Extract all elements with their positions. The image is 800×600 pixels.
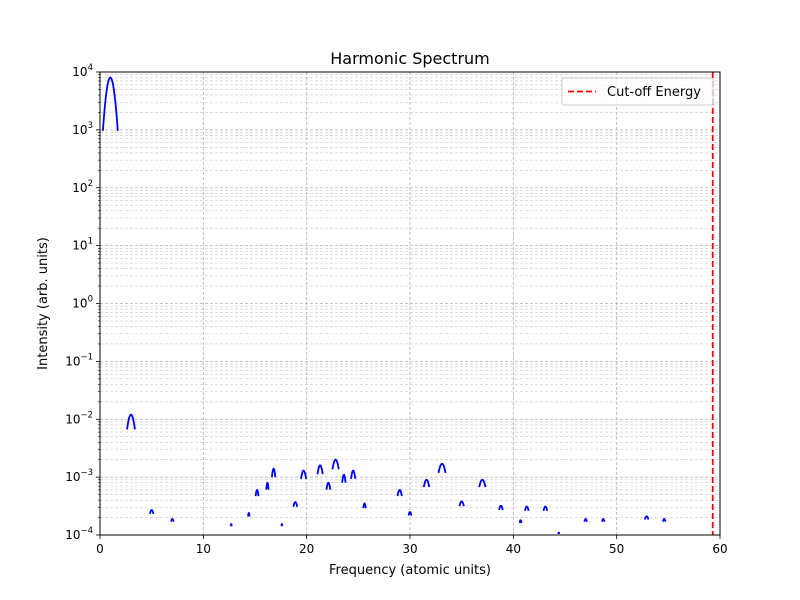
x-axis-label: Frequency (atomic units) (329, 563, 491, 578)
spectrum-peak (341, 473, 347, 483)
y-tick-label: 100 (72, 295, 93, 311)
spectrum-peak (542, 505, 549, 512)
x-tick-label: 10 (196, 542, 211, 556)
y-tick-label: 10−4 (65, 526, 93, 542)
y-tick-label: 104 (72, 63, 93, 79)
legend-box (561, 77, 714, 106)
spectrum-peak (518, 519, 523, 524)
spectrum-peak (316, 464, 324, 475)
spectrum-peak (524, 505, 530, 512)
spectrum-peak (101, 76, 119, 131)
x-tick-label: 30 (402, 542, 417, 556)
y-tick-label: 10−3 (65, 468, 93, 484)
x-tick-label: 50 (609, 542, 624, 556)
spectrum-peak (292, 501, 299, 508)
y-tick-label: 10−2 (65, 410, 93, 426)
spectrum-peak (557, 531, 561, 535)
spectrum-peak (362, 502, 367, 509)
legend: Cut-off Energy (561, 77, 714, 106)
tick-layer: 0 10 20 30 40 50 60 10−4 10−3 10−2 10−1 100 101 102 10… (65, 63, 727, 556)
spectrum-peak (422, 478, 431, 488)
spectrum-peak (643, 515, 650, 521)
x-tick-label: 20 (299, 542, 314, 556)
spectrum-peak (170, 517, 175, 523)
spectrum-peak (325, 481, 332, 490)
spectrum-peak (396, 489, 403, 497)
spectrum-peak (149, 509, 155, 515)
y-tick-label: 103 (72, 121, 93, 137)
y-tick-label: 101 (72, 237, 93, 253)
spectrum-peak (270, 467, 277, 478)
spectrum-peak (331, 458, 340, 470)
spectrum-peak (498, 504, 504, 511)
spectrum-peak (478, 478, 487, 488)
spectrum-peak (407, 511, 413, 517)
chart-title: Harmonic Spectrum (330, 49, 490, 68)
spectrum-peak (601, 517, 606, 523)
spectrum-peak (280, 523, 284, 527)
spectrum-peak (254, 489, 260, 497)
spectrum-peak (662, 517, 667, 523)
spectrum-peak (300, 469, 307, 480)
x-tick-label: 40 (506, 542, 521, 556)
spectrum-peak (126, 413, 136, 430)
x-tick-label: 0 (96, 542, 104, 556)
y-tick-label: 10−1 (65, 352, 93, 368)
spectrum-peak (583, 517, 588, 523)
spectrum-peak (437, 462, 447, 474)
plot-layer (101, 72, 714, 535)
y-tick-label: 102 (72, 179, 93, 195)
spectrum-peak (458, 500, 465, 507)
spectrum-peak (247, 512, 251, 518)
spectrum-peak (350, 469, 357, 479)
x-tick-label: 60 (712, 542, 727, 556)
spectrum-peak (265, 481, 270, 490)
grid-layer (99, 71, 721, 536)
spectrum-peak (229, 523, 233, 527)
y-axis-label: Intensity (arb. units) (36, 237, 51, 370)
legend-cutoff-label: Cut-off Energy (607, 85, 701, 100)
